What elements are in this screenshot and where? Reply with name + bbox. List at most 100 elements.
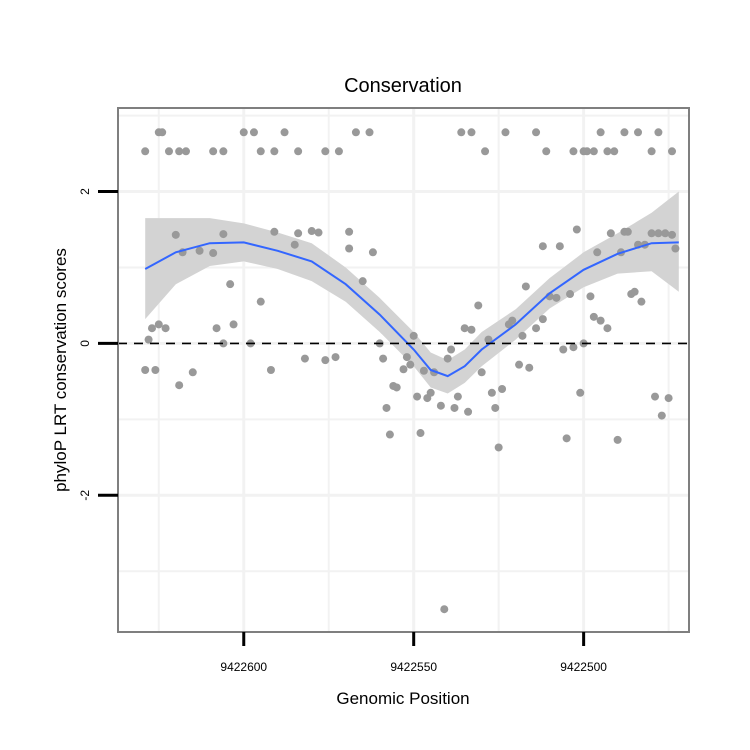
x-tick-label: 9422600: [220, 660, 267, 674]
data-point: [158, 128, 167, 137]
data-point: [647, 147, 656, 156]
data-point: [416, 429, 425, 438]
data-point: [382, 403, 391, 412]
data-point: [229, 320, 238, 329]
data-point: [226, 280, 235, 289]
data-point: [620, 128, 629, 137]
data-point: [290, 240, 299, 249]
data-point: [576, 388, 585, 397]
y-axis-title: phyloP LRT conservation scores: [51, 248, 70, 492]
data-point: [161, 324, 170, 333]
data-point: [555, 242, 564, 251]
data-point: [583, 147, 592, 156]
data-point: [630, 287, 639, 296]
data-point: [212, 324, 221, 333]
data-point: [654, 128, 663, 137]
data-point: [321, 147, 330, 156]
data-point: [181, 147, 190, 156]
data-point: [294, 147, 303, 156]
data-point: [314, 228, 323, 237]
y-tick-label: -2: [78, 490, 92, 501]
data-point: [270, 227, 279, 236]
data-point: [637, 297, 646, 306]
data-point: [209, 147, 218, 156]
data-point: [219, 147, 228, 156]
data-point: [144, 335, 153, 344]
data-point: [443, 354, 452, 363]
data-point: [613, 435, 622, 444]
data-point: [487, 388, 496, 397]
data-point: [610, 147, 619, 156]
data-point: [249, 128, 258, 137]
data-point: [634, 128, 643, 137]
data-point: [358, 277, 367, 286]
data-point: [141, 366, 150, 374]
data-point: [515, 360, 524, 369]
data-point: [494, 443, 503, 452]
data-point: [141, 147, 150, 156]
data-point: [664, 394, 673, 403]
data-point: [219, 339, 228, 348]
x-axis-title: Genomic Position: [336, 689, 469, 708]
confidence-band: [145, 191, 679, 394]
data-point: [538, 315, 547, 324]
data-point: [385, 430, 394, 439]
data-point: [569, 343, 578, 352]
data-point: [596, 316, 605, 325]
data-point: [501, 128, 510, 137]
data-point: [542, 147, 551, 156]
panel-border: [117, 107, 690, 633]
data-point: [538, 242, 547, 251]
data-point: [409, 331, 418, 340]
data-point: [668, 230, 677, 239]
data-point: [321, 356, 330, 365]
data-point: [647, 229, 656, 238]
data-point: [447, 345, 456, 354]
data-point: [450, 403, 459, 412]
data-point: [566, 290, 575, 299]
data-point: [365, 128, 374, 137]
data-point: [368, 248, 377, 257]
data-point: [477, 368, 486, 377]
data-point: [589, 147, 598, 156]
data-point: [457, 128, 466, 137]
data-point: [294, 229, 303, 238]
data-point: [562, 434, 571, 443]
smooth-line: [144, 241, 679, 378]
data-point: [453, 392, 462, 401]
data-point: [175, 147, 184, 156]
data-point: [467, 325, 476, 334]
data-point: [589, 312, 598, 321]
data-point: [209, 249, 218, 258]
data-point: [572, 225, 581, 234]
data-point: [623, 227, 632, 236]
data-point: [266, 366, 275, 374]
data-point: [491, 403, 500, 412]
data-point: [518, 331, 527, 340]
data-point: [606, 229, 615, 238]
data-point: [399, 365, 408, 374]
data-point: [307, 227, 316, 236]
data-point: [345, 244, 354, 253]
data-point: [603, 324, 612, 333]
data-point: [419, 366, 428, 375]
data-point: [402, 353, 411, 362]
x-tick-label: 9422500: [560, 660, 607, 674]
data-point: [559, 345, 568, 354]
data-point: [651, 392, 660, 401]
data-point: [484, 335, 493, 344]
data-point: [256, 297, 265, 306]
data-point: [175, 381, 184, 390]
data-point: [481, 147, 490, 156]
x-tick-label: 9422550: [390, 660, 437, 674]
data-point: [426, 388, 435, 397]
data-point: [668, 147, 677, 156]
data-point: [280, 128, 289, 137]
data-point: [657, 411, 666, 420]
data-point: [498, 384, 507, 393]
data-point: [171, 230, 180, 239]
data-point: [392, 383, 401, 392]
data-point: [164, 147, 173, 156]
data-point: [256, 147, 265, 156]
